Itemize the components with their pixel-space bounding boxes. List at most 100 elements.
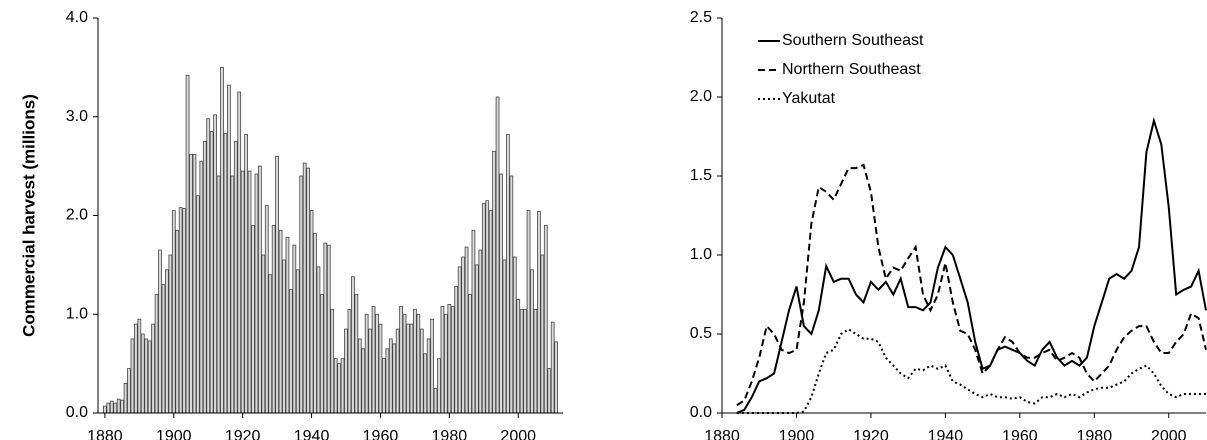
legend-label: Northern Southeast bbox=[782, 61, 921, 78]
bar bbox=[113, 402, 118, 414]
legend-label: Southern Southeast bbox=[782, 32, 924, 49]
bar bbox=[485, 200, 490, 414]
bar bbox=[340, 358, 345, 414]
bar bbox=[185, 74, 190, 414]
bar bbox=[237, 91, 242, 414]
bar bbox=[240, 170, 245, 414]
x-tick-label: 2000 bbox=[500, 428, 536, 440]
bar bbox=[447, 303, 452, 414]
bar bbox=[537, 211, 541, 414]
bar bbox=[371, 305, 376, 414]
bar bbox=[440, 305, 445, 414]
bar bbox=[151, 323, 155, 414]
bar bbox=[127, 368, 131, 414]
bar bbox=[161, 284, 166, 414]
bar bbox=[144, 338, 149, 414]
bar bbox=[282, 259, 286, 414]
y-tick-label: 2.0 bbox=[690, 88, 712, 105]
bar bbox=[323, 242, 328, 414]
bar bbox=[261, 254, 266, 414]
bar bbox=[351, 276, 355, 414]
legend-label: Yakutat bbox=[782, 90, 836, 107]
bar bbox=[399, 305, 403, 414]
bar bbox=[502, 259, 507, 414]
x-tick-label: 2000 bbox=[1151, 428, 1187, 440]
bar bbox=[461, 256, 465, 414]
y-tick-label: 4.0 bbox=[66, 9, 88, 26]
bar bbox=[306, 167, 310, 414]
bar bbox=[120, 399, 124, 414]
bar bbox=[247, 170, 252, 414]
bar bbox=[423, 353, 428, 414]
x-tick-label: 1980 bbox=[1077, 428, 1113, 440]
bar bbox=[550, 321, 555, 414]
bar bbox=[464, 246, 469, 414]
bar bbox=[402, 313, 407, 414]
bar bbox=[158, 249, 162, 414]
x-tick-label: 1880 bbox=[87, 428, 123, 440]
bar bbox=[406, 323, 410, 414]
bar bbox=[209, 131, 214, 414]
bar bbox=[450, 305, 455, 414]
bar bbox=[326, 244, 331, 414]
bar bbox=[244, 134, 248, 414]
bar bbox=[178, 207, 183, 414]
y-tick-label: 0.0 bbox=[66, 404, 88, 421]
bar bbox=[426, 338, 431, 414]
y-tick-label: 1.0 bbox=[690, 246, 712, 263]
bar bbox=[530, 269, 534, 414]
bar bbox=[275, 155, 279, 414]
bar bbox=[316, 266, 321, 414]
bar bbox=[285, 236, 290, 414]
bar bbox=[302, 162, 307, 414]
bar bbox=[192, 153, 197, 414]
bar bbox=[147, 340, 152, 414]
bar bbox=[478, 249, 483, 414]
bar bbox=[189, 153, 193, 414]
x-tick-label: 1920 bbox=[853, 428, 889, 440]
bar bbox=[468, 294, 472, 414]
bar bbox=[196, 195, 200, 414]
y-tick-label: 2.5 bbox=[690, 9, 712, 26]
y-tick-label: 0.5 bbox=[690, 325, 712, 342]
bar bbox=[220, 66, 224, 414]
bar bbox=[289, 289, 293, 414]
bar bbox=[337, 363, 341, 414]
bar bbox=[299, 175, 304, 414]
bar bbox=[140, 333, 145, 414]
bar bbox=[344, 328, 348, 414]
bar bbox=[375, 313, 379, 414]
y-tick-label: 1.0 bbox=[66, 305, 88, 322]
bar bbox=[392, 343, 397, 414]
bar bbox=[333, 358, 338, 414]
bar bbox=[175, 229, 180, 414]
bar bbox=[437, 358, 441, 414]
bar bbox=[202, 141, 207, 414]
bar bbox=[409, 323, 414, 414]
series-line bbox=[736, 116, 1207, 414]
bar bbox=[171, 210, 176, 414]
bar bbox=[554, 341, 558, 414]
bar bbox=[165, 269, 169, 414]
bar bbox=[251, 224, 255, 414]
bar bbox=[182, 208, 186, 414]
bar bbox=[320, 294, 324, 414]
bar bbox=[357, 338, 362, 414]
bar bbox=[130, 338, 135, 414]
bar bbox=[516, 299, 521, 414]
bar bbox=[116, 398, 121, 414]
bar bbox=[492, 150, 496, 414]
bar bbox=[309, 210, 314, 414]
bar bbox=[457, 266, 462, 414]
bar bbox=[123, 382, 128, 414]
bar bbox=[540, 254, 545, 414]
bar bbox=[395, 328, 400, 414]
bar bbox=[543, 224, 548, 414]
bar bbox=[233, 141, 238, 414]
bar bbox=[509, 175, 514, 414]
bar bbox=[258, 165, 262, 414]
bar bbox=[168, 254, 173, 414]
bar bbox=[519, 308, 524, 414]
series-line bbox=[736, 163, 1207, 406]
bar bbox=[223, 133, 228, 414]
